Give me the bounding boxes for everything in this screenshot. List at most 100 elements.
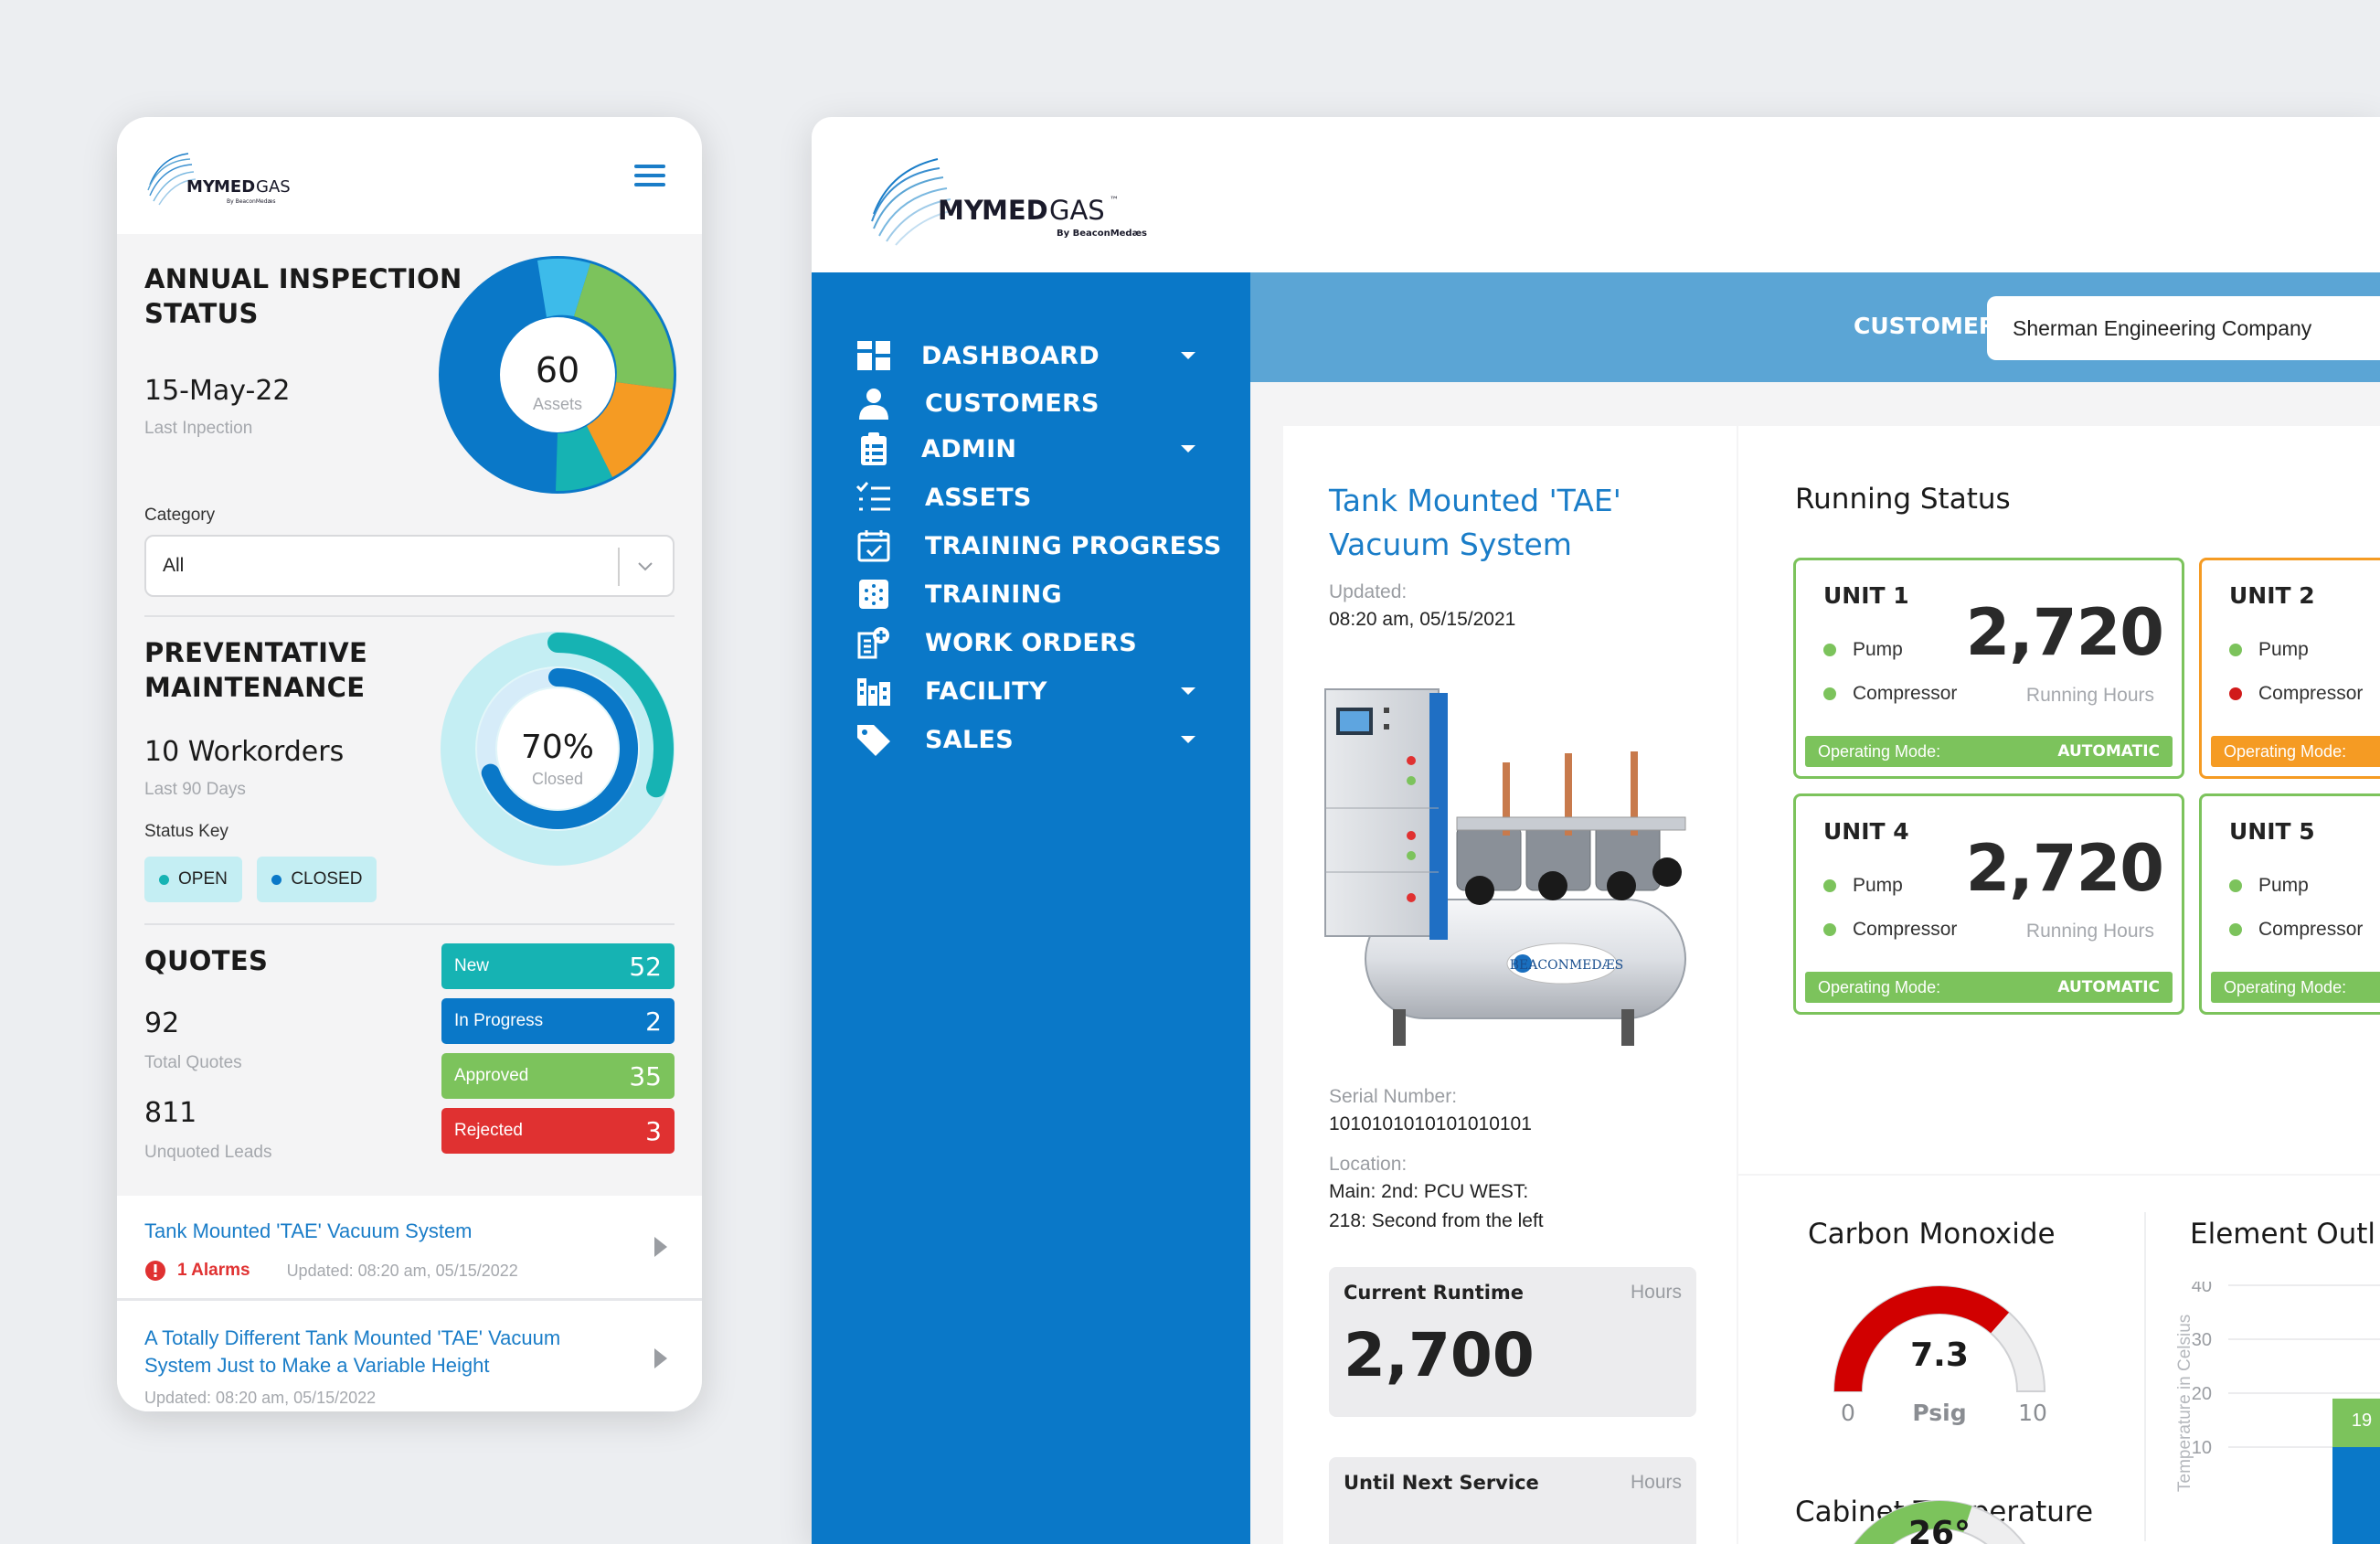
element-outlet-chart: Temperature in Celsius 10 20 30 40 19	[2175, 1282, 2380, 1544]
closed-label: Closed	[532, 770, 583, 788]
donut-segment-green	[574, 263, 675, 389]
running-hours-value: 2,720	[1965, 595, 2164, 670]
current-runtime-value: 2,700	[1344, 1320, 1535, 1390]
nav-item-sales[interactable]: SALES	[812, 708, 1250, 772]
closed-percent: 70%	[521, 729, 594, 766]
nav-item-work-orders[interactable]: WORK ORDERS	[812, 611, 1250, 675]
quotes-section: QUOTES 92 Total Quotes 811 Unquoted Lead…	[117, 925, 702, 1190]
next-service-label: Until Next Service	[1344, 1472, 1539, 1494]
serial-number-value: 1010101010101010101	[1329, 1113, 1532, 1134]
mobile-header: MY MED GAS By BeaconMedæs	[117, 117, 702, 234]
key-open: OPEN	[144, 857, 242, 902]
operating-mode-bar: Operating Mode: AUTOMATIC	[1805, 972, 2173, 1003]
operating-mode-bar: Operating Mode:	[2211, 972, 2380, 1003]
category-filter: Category All	[117, 495, 702, 615]
running-status-panel: Running Status UNIT 1 Pump Compressor 2,…	[1738, 426, 2380, 1174]
category-select[interactable]: All	[144, 535, 675, 597]
quote-bar-new[interactable]: New 52	[441, 943, 675, 989]
total-quotes: 92	[144, 1007, 180, 1039]
unquoted-leads-label: Unquoted Leads	[144, 1143, 272, 1162]
key-closed: CLOSED	[257, 857, 377, 902]
current-runtime-unit: Hours	[1630, 1282, 1682, 1303]
list-item-title[interactable]: A Totally Different Tank Mounted 'TAE' V…	[144, 1326, 561, 1377]
category-label: Category	[144, 506, 216, 525]
nav-item-customers[interactable]: CUSTOMERS	[812, 371, 1250, 435]
maintenance-donut-chart: 70% Closed	[441, 632, 675, 866]
workorders-period: Last 90 Days	[144, 780, 246, 799]
carbon-monoxide-title: Carbon Monoxide	[1808, 1218, 2056, 1251]
calendar-check-icon	[857, 530, 890, 562]
mymedgas-logo: MY MED GAS By BeaconMedæs	[147, 153, 291, 206]
gauge-min: 0	[1841, 1400, 1855, 1426]
caret-down-icon[interactable]	[1181, 687, 1195, 695]
donut-closed-arc	[481, 668, 638, 829]
list-item[interactable]: Tank Mounted 'TAE' Vacuum System 1 Alarm…	[117, 1196, 702, 1298]
current-runtime-label: Current Runtime	[1344, 1282, 1525, 1304]
unit-card[interactable]: UNIT 1 Pump Compressor 2,720 Running Hou…	[1793, 558, 2184, 779]
list-item-updated: Updated: 08:20 am, 05/15/2022	[286, 1261, 518, 1280]
unit-card[interactable]: UNIT 2 Pump Compressor Operating Mode:	[2199, 558, 2380, 779]
operating-mode-bar: Operating Mode: AUTOMATIC	[1805, 736, 2173, 767]
annual-inspection-title: ANNUAL INSPECTION STATUS	[144, 263, 462, 329]
svg-text:™: ™	[1110, 196, 1119, 206]
preventative-maintenance-section: PREVENTATIVE MAINTENANCE 10 Workorders La…	[117, 617, 702, 923]
hamburger-menu-icon[interactable]	[634, 165, 665, 186]
quote-bar-rejected[interactable]: Rejected 3	[441, 1108, 675, 1154]
sensor-panel: Carbon Monoxide 7.3 0 Psig 10 Cabinet Te…	[1738, 1176, 2380, 1544]
quote-bar-approved[interactable]: Approved 35	[441, 1053, 675, 1099]
status-dot	[1823, 687, 1836, 700]
quote-bar-in-progress[interactable]: In Progress 2	[441, 998, 675, 1044]
caret-down-icon[interactable]	[1181, 445, 1195, 453]
running-hours-label: Running Hours	[2025, 921, 2154, 942]
nav-item-assets[interactable]: ASSETS	[812, 465, 1250, 529]
customer-select[interactable]: Sherman Engineering Company	[1987, 296, 2380, 360]
alarms-count: 1 Alarms	[177, 1261, 250, 1280]
nav-item-dashboard[interactable]: DASHBOARD	[812, 324, 1250, 388]
donut-value: 60	[536, 350, 579, 390]
status-dot	[1823, 879, 1836, 892]
user-icon	[859, 389, 888, 420]
unit-card[interactable]: UNIT 4 Pump Compressor 2,720 Running Hou…	[1793, 793, 2184, 1015]
nav-item-admin[interactable]: ADMIN	[812, 417, 1250, 481]
next-service-box: Until Next Service Hours	[1329, 1457, 1696, 1544]
serial-number-label: Serial Number:	[1329, 1086, 1458, 1107]
last-inspection-date: 15-May-22	[144, 375, 291, 407]
equipment-title[interactable]: Tank Mounted 'TAE' Vacuum System	[1329, 483, 1621, 562]
sidebar-nav: DASHBOARD CUSTOMERS ADMIN ASSETS TRAININ…	[812, 272, 1250, 1544]
brand-plate: BEACONMEDÆS	[1510, 958, 1623, 973]
gauge-unit: Psig	[1912, 1400, 1966, 1426]
donut-segment-teal	[556, 426, 612, 492]
gauge-value: 26°	[1908, 1515, 1971, 1544]
nav-item-training-progress[interactable]: TRAINING PROGRESS	[812, 514, 1250, 578]
chevron-down-icon[interactable]	[636, 557, 654, 575]
annual-inspection-section: ANNUAL INSPECTION STATUS 15-May-22 Last I…	[117, 234, 702, 495]
status-dot	[2229, 644, 2242, 656]
running-status-title: Running Status	[1795, 483, 2011, 516]
list-item[interactable]: A Totally Different Tank Mounted 'TAE' V…	[117, 1301, 702, 1411]
last-inspection-label: Last Inpection	[144, 419, 253, 438]
customer-bar: CUSTOMER Sherman Engineering Company	[1250, 272, 2380, 382]
cabinet-temperature-gauge-arc: 26°	[1854, 1500, 2025, 1544]
status-dot	[2229, 687, 2242, 700]
status-key: OPEN CLOSED	[144, 857, 388, 902]
chevron-right-icon[interactable]	[654, 1237, 667, 1257]
chevron-right-icon[interactable]	[654, 1348, 667, 1368]
nav-item-facility[interactable]: FACILITY	[812, 659, 1250, 723]
carbon-monoxide-gauge: 7.3 0 Psig 10	[1833, 1285, 2047, 1426]
status-dot	[1823, 923, 1836, 936]
gauge-max: 10	[2018, 1400, 2047, 1426]
y-tick-label: 10	[2192, 1438, 2212, 1458]
svg-text:MY: MY	[938, 195, 984, 226]
gauge-fill	[1834, 1286, 2010, 1391]
vacuum-system-image: BEACONMEDÆS	[1324, 688, 1686, 1046]
preventative-title: PREVENTATIVE MAINTENANCE	[144, 637, 368, 703]
unit-card[interactable]: UNIT 5 Pump Compressor Operating Mode:	[2199, 793, 2380, 1015]
workorders-count: 10 Workorders	[144, 736, 345, 768]
svg-text:By BeaconMedæs: By BeaconMedæs	[1057, 229, 1147, 239]
updated-value: 08:20 am, 05/15/2021	[1329, 609, 1516, 630]
caret-down-icon[interactable]	[1181, 736, 1195, 743]
caret-down-icon[interactable]	[1181, 352, 1195, 359]
svg-text:GAS: GAS	[1049, 195, 1105, 226]
nav-item-training[interactable]: TRAINING	[812, 562, 1250, 626]
list-item-title[interactable]: Tank Mounted 'TAE' Vacuum System	[144, 1219, 473, 1242]
